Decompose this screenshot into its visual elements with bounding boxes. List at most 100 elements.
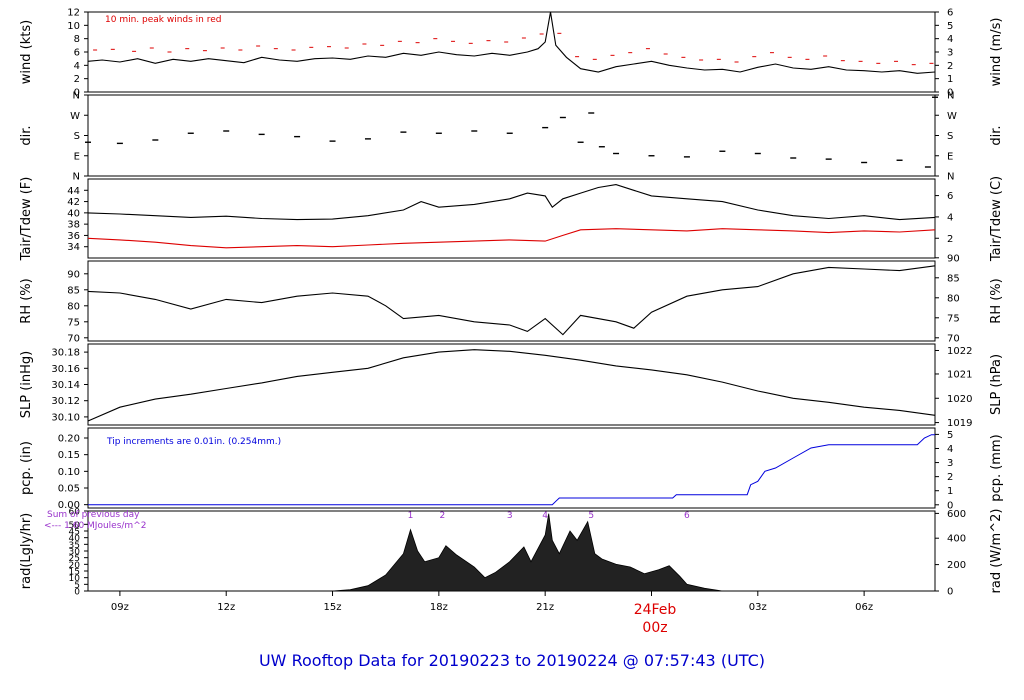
left-tick-label: 10: [69, 574, 81, 584]
x-tick-label: 03z: [749, 602, 767, 613]
y-axis-title-right: Tair/Tdew (C): [989, 176, 1004, 262]
y-axis-title-right: wind (m/s): [989, 18, 1004, 87]
left-tick-label: 20: [69, 561, 81, 571]
y-axis-title-right: rad (W/m^2): [989, 509, 1004, 594]
date-marker-date: 24Feb: [634, 602, 677, 618]
radiation-marker: 2: [440, 511, 446, 521]
right-tick-label: 6: [947, 191, 953, 202]
right-tick-label: 2: [947, 61, 953, 72]
left-tick-label: 36: [67, 231, 80, 242]
left-tick-label: 75: [67, 317, 80, 328]
y-axis-title-left: RH (%): [19, 278, 34, 323]
radiation-sum-note: Sum of previous day: [47, 510, 140, 520]
panel-frame: [87, 178, 936, 259]
series-line-rh: [87, 265, 936, 336]
right-tick-label: 0: [947, 500, 953, 511]
right-tick-label: 4: [947, 444, 953, 455]
left-tick-label: 30.10: [51, 412, 80, 423]
right-tick-label: 2: [947, 472, 953, 483]
y-axis-title-left: Tair/Tdew (F): [19, 177, 34, 262]
left-tick-label: 25: [69, 554, 80, 564]
right-tick-label: 400: [947, 534, 966, 545]
left-tick-label: 0.00: [58, 500, 80, 511]
panel-annotation: 10 min. peak winds in red: [105, 15, 222, 25]
left-tick-label: 34: [67, 242, 80, 253]
right-tick-label: N: [947, 172, 954, 183]
radiation-marker: 1: [408, 511, 414, 521]
right-tick-label: 6: [947, 8, 953, 19]
left-tick-label: 10: [67, 21, 80, 32]
series-line-tdew: [87, 228, 936, 249]
left-tick-label: 0.15: [58, 450, 80, 461]
series-line-slp: [87, 349, 936, 422]
left-tick-label: 60: [69, 508, 81, 518]
left-tick-label: 0.05: [58, 484, 80, 495]
panel-rad: 05101520253035404550600200400600rad(Lgly…: [19, 508, 1004, 598]
left-tick-label: 4: [74, 61, 80, 72]
x-axis: 09z 12z 15z 18z 21z 03z 06z: [111, 591, 873, 613]
left-tick-label: 30.16: [51, 364, 80, 375]
right-tick-label: 1022: [947, 346, 972, 357]
left-tick-label: 30.12: [51, 396, 80, 407]
radiation-area: [332, 513, 723, 592]
y-axis-title-right: SLP (hPa): [989, 354, 1004, 415]
panel-frame: [87, 343, 936, 426]
right-tick-label: 1019: [947, 418, 972, 429]
left-tick-label: 15: [69, 568, 80, 578]
y-axis-title-left: SLP (inHg): [19, 351, 34, 419]
series-line-precip: [88, 434, 935, 506]
panel-frame: [87, 427, 936, 509]
x-tick-label: 09z: [111, 602, 129, 613]
left-tick-label: N: [73, 91, 80, 102]
right-tick-label: 90: [947, 253, 960, 264]
right-tick-label: 4: [947, 212, 953, 223]
x-tick-label: 21z: [536, 602, 554, 613]
right-tick-label: 85: [947, 273, 960, 284]
left-tick-label: W: [70, 111, 80, 122]
right-tick-label: 0: [947, 88, 953, 99]
series-line-tair: [87, 184, 936, 221]
left-tick-label: N: [73, 172, 80, 183]
right-tick-label: 200: [947, 560, 966, 571]
right-tick-label: 70: [947, 333, 960, 344]
right-tick-label: 1021: [947, 369, 972, 380]
left-tick-label: 70: [67, 333, 80, 344]
y-axis-title-left: rad(Lgly/hr): [19, 513, 34, 589]
right-tick-label: N: [947, 91, 954, 102]
x-tick-label: 06z: [855, 602, 873, 613]
left-tick-label: 85: [67, 285, 80, 296]
left-tick-label: 40: [69, 534, 81, 544]
left-tick-label: 42: [67, 197, 80, 208]
panel-pcp: 0.00 0.05 0.10 0.15 0.20 0 1 2 3 4 5 pcp. (in) pcp. …: [19, 427, 1004, 511]
radiation-marker: 3: [507, 511, 513, 521]
x-tick-label: 15z: [324, 602, 342, 613]
y-axis-title-left: wind (kts): [19, 20, 34, 84]
y-axis-title-right: RH (%): [989, 278, 1004, 323]
left-tick-label: 6: [74, 48, 80, 59]
left-tick-label: 30.18: [51, 348, 80, 359]
left-tick-label: 40: [67, 208, 80, 219]
y-axis-title-right: pcp. (mm): [989, 434, 1004, 501]
panel-frame: [87, 94, 936, 177]
right-tick-label: 4: [947, 34, 953, 45]
left-tick-label: 12: [67, 8, 80, 19]
right-tick-label: 1: [947, 486, 953, 497]
radiation-marker: 6: [684, 511, 690, 521]
right-tick-label: 2: [947, 234, 953, 245]
y-axis-title-left: pcp. (in): [19, 441, 34, 495]
right-tick-label: 1: [947, 74, 953, 85]
left-tick-label: 38: [67, 220, 80, 231]
left-tick-label: 0: [74, 588, 80, 598]
x-tick-label: 12z: [217, 602, 235, 613]
date-marker-hour: 00z: [642, 620, 667, 636]
x-tick-label: 18z: [430, 602, 448, 613]
left-tick-label: 0: [74, 88, 80, 99]
y-axis-title-left: dir.: [19, 125, 34, 145]
left-tick-label: E: [74, 151, 80, 162]
left-tick-label: 90: [67, 269, 80, 280]
